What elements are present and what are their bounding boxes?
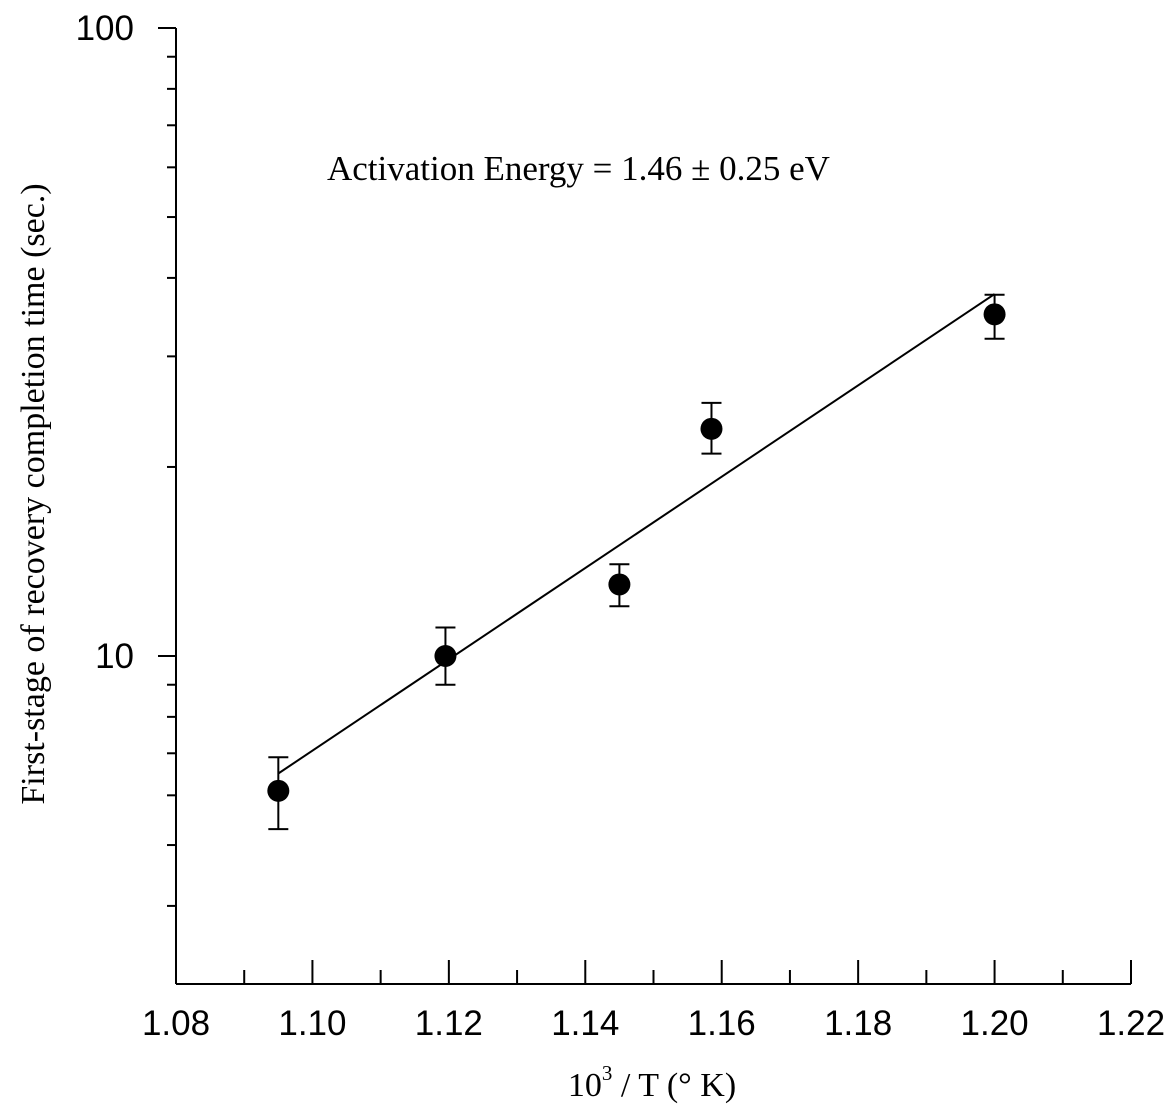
data-series: [267, 293, 1006, 831]
x-tick-label: 1.12: [415, 1004, 483, 1043]
data-point: [983, 303, 1006, 326]
data-point-group: [608, 563, 631, 608]
x-ticks: 1.08 1.10 1.12 1.14 1.16 1.18 1.20 1.22: [142, 960, 1165, 1043]
y-axis-label: First-stage of recovery completion time …: [15, 183, 52, 804]
x-tick-label: 1.18: [824, 1004, 892, 1043]
y-tick-label: 100: [76, 9, 134, 48]
x-tick-label: 1.16: [688, 1004, 756, 1043]
data-point: [434, 645, 457, 667]
data-point: [608, 573, 631, 596]
data-point-group: [700, 401, 723, 455]
x-tick-label: 1.14: [551, 1004, 619, 1043]
y-tick-label: 10: [95, 637, 134, 676]
annotation: Activation Energy = 1.46 ± 0.25 eV: [327, 149, 830, 188]
data-point-group: [434, 626, 457, 686]
x-tick-label: 1.20: [961, 1004, 1029, 1043]
fit-line-group: [277, 293, 996, 775]
x-tick-label: 1.10: [278, 1004, 346, 1043]
data-point: [267, 779, 290, 802]
x-axis: 1.08 1.10 1.12 1.14 1.16 1.18 1.20 1.22: [142, 960, 1165, 1043]
x-axis-label: 103 / T (° K): [568, 1061, 736, 1104]
data-point-group: [983, 293, 1006, 340]
x-tick-label: 1.08: [142, 1004, 210, 1043]
y-ticks: 10 100: [76, 9, 176, 907]
fit-line: [277, 293, 996, 775]
data-point: [700, 417, 723, 440]
data-point-group: [267, 756, 290, 831]
x-axis-label-base: 10: [568, 1067, 602, 1104]
x-axis-label-rest: / T (° K): [612, 1067, 736, 1104]
x-tick-label: 1.22: [1097, 1004, 1165, 1043]
y-axis: 10 100: [76, 9, 177, 960]
x-axis-label-sup: 3: [602, 1061, 613, 1085]
